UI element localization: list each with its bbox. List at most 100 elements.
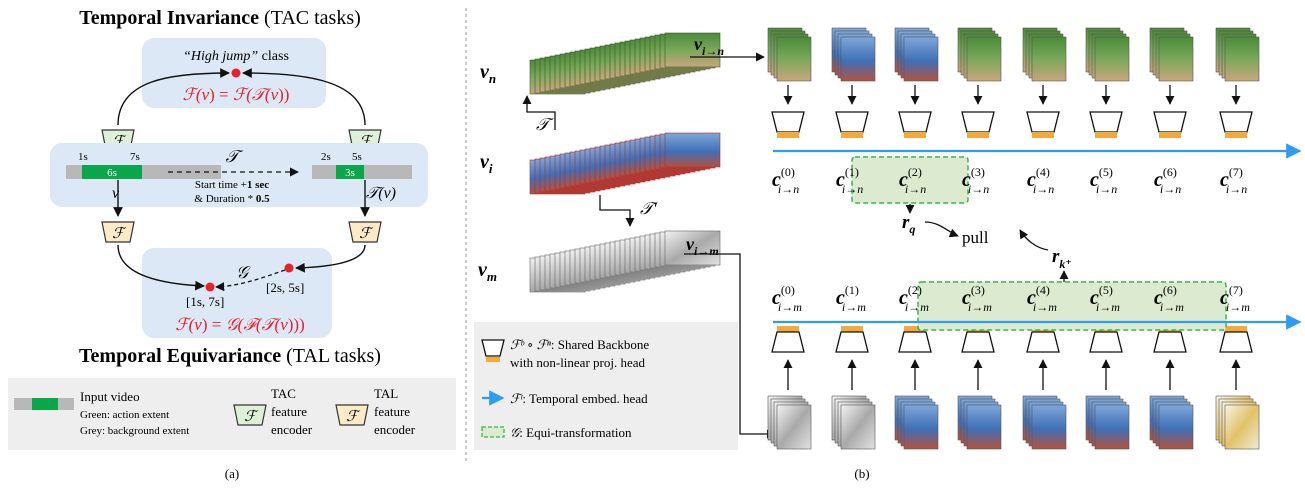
label-rk: rk⁺ — [1052, 246, 1072, 271]
arrow-tac-left-to-class — [117, 68, 230, 126]
legend-a — [8, 378, 456, 450]
c-label: c(3) i→n — [962, 165, 989, 196]
backbone-head-icon — [898, 326, 932, 353]
panel-a: Temporal Invariance (TAC tasks) “High ju… — [8, 7, 456, 481]
arrow-vi-to-vn — [522, 95, 556, 130]
c-label: c(6) i→m — [1154, 283, 1184, 314]
c-label: c(2) i→n — [899, 165, 926, 196]
c-label: c(7) i→n — [1220, 165, 1247, 196]
svg-text:ℱ: ℱ — [244, 409, 259, 425]
svg-text:TAL: TAL — [374, 386, 398, 401]
clip-thumbnail — [767, 395, 812, 450]
class-label: “High jump” class — [183, 49, 289, 64]
svg-text:ℱᵗ: Temporal embed. head: ℱᵗ: Temporal embed. head — [510, 391, 648, 406]
c-label: c(0) i→m — [772, 283, 802, 314]
backbone-head-icon — [1153, 111, 1187, 138]
clip-thumbnail — [1022, 395, 1067, 450]
backbone-head-icon — [961, 111, 995, 138]
clip-thumbnail — [1022, 27, 1067, 82]
c-labels-bottom: c(0) i→m c(1) i→m c(2) i→m c(3) i→m c(4) i→m c(5) i… — [772, 283, 1250, 314]
svg-text:𝒢: Equi-transformation: 𝒢: Equi-transformation — [510, 425, 632, 440]
backbone-head-icon — [835, 111, 869, 138]
legend-temporal-head: ℱᵗ: Temporal embed. head — [482, 390, 648, 406]
label-vi: vi — [480, 151, 493, 176]
svg-text:5s: 5s — [352, 151, 362, 163]
panel-b: vn vi vm 𝒯 𝒯′ vi→n vi→m — [474, 27, 1302, 481]
svg-text:Grey: background extent: Grey: background extent — [80, 425, 189, 437]
label-pull: pull — [962, 228, 989, 247]
c-label: c(1) i→n — [836, 165, 863, 196]
transform-text-1: Start time +1 sec — [195, 179, 269, 191]
equi-box-bottom — [917, 281, 1227, 331]
video-bar-right: 3s 2s 5s — [312, 151, 412, 179]
backbone-head-icon — [1219, 326, 1253, 353]
clip-thumbnail — [1149, 395, 1194, 450]
svg-text:ℱ: ℱ — [346, 409, 361, 425]
backbone-head-icon — [898, 111, 932, 138]
interval-point-left — [205, 282, 215, 292]
arrow-rk-pull — [1019, 229, 1049, 251]
svg-text:1s: 1s — [78, 151, 88, 163]
legend-equi-transform: 𝒢: Equi-transformation — [481, 425, 632, 440]
video-frame — [664, 132, 721, 168]
svg-text:ℱ: ℱ — [112, 226, 127, 242]
top-clip-row — [767, 27, 1260, 138]
backbone-head-icon — [771, 111, 805, 138]
legend-backbone: ℱᵇ ∘ ℱⁿ: Shared Backbone with non-linear… — [481, 337, 649, 370]
equivariance-equation: ℱ(v) = 𝒢(ℱ(𝒯(v))) — [175, 315, 305, 334]
clip-thumbnail — [1149, 27, 1194, 82]
input-panel — [50, 143, 428, 207]
c-label: c(2) i→m — [899, 283, 929, 314]
title-top: Temporal Invariance (TAC tasks) — [79, 7, 361, 29]
c-label: c(0) i→n — [772, 165, 799, 196]
label-T: 𝒯 — [536, 115, 554, 134]
video-stack-vi — [529, 132, 721, 195]
arrow-vm-to-clips — [684, 253, 776, 439]
clip-thumbnail — [831, 395, 876, 450]
svg-text:6s: 6s — [107, 167, 117, 179]
clip-thumbnail — [1085, 27, 1130, 82]
c-label: c(4) i→m — [1027, 283, 1057, 314]
c-label: c(7) i→m — [1220, 283, 1250, 314]
svg-text:Input video: Input video — [80, 389, 140, 404]
equi-box-top — [851, 156, 969, 204]
svg-text:with non-linear proj. head: with non-linear proj. head — [510, 355, 646, 370]
legend-tac-encoder: ℱ TAC feature encoder — [233, 386, 313, 437]
caption-b: (b) — [854, 466, 869, 481]
legend-b — [474, 322, 738, 450]
video-frame — [664, 230, 721, 266]
invariance-equation: ℱ(v) = ℱ(𝒯(v)) — [183, 85, 290, 104]
tv-label: 𝒯(v) — [366, 185, 396, 202]
arrow-tac-right-to-class — [242, 68, 366, 126]
svg-text:feature: feature — [374, 404, 410, 419]
label-vin: vi→n — [694, 34, 724, 58]
clip-thumbnail — [1215, 395, 1260, 450]
clip-thumbnail — [894, 395, 939, 450]
g-transform-arrow — [215, 269, 286, 292]
video-frame — [664, 32, 721, 68]
legend-input-video: Input video Green: action extent Grey: b… — [14, 389, 189, 437]
tal-encoder-left: ℱ — [101, 221, 135, 243]
label-rq: rq — [902, 212, 915, 236]
arrow-vi-to-vm — [599, 195, 635, 227]
svg-text:3s: 3s — [345, 167, 355, 179]
svg-text:ℱ: ℱ — [359, 226, 374, 242]
svg-text:encoder: encoder — [271, 422, 313, 437]
legend-tal-encoder: ℱ TAL feature encoder — [335, 386, 416, 437]
bottom-clip-row — [767, 326, 1260, 450]
clip-thumbnail — [1085, 395, 1130, 450]
label-vm: vm — [478, 259, 497, 284]
video-stack-vm — [529, 230, 721, 293]
v-label: v — [112, 185, 120, 202]
svg-text:feature: feature — [271, 404, 307, 419]
label-vn: vn — [480, 61, 496, 86]
g-label: 𝒢 — [236, 263, 251, 282]
clip-thumbnail — [957, 27, 1002, 82]
interval-left: [1s, 7s] — [186, 294, 224, 309]
c-label: c(1) i→m — [836, 283, 866, 314]
interval-right: [2s, 5s] — [266, 280, 304, 295]
video-bar-left: 6s 1s 7s — [66, 151, 221, 179]
title-bottom: Temporal Equivariance (TAL tasks) — [79, 345, 381, 367]
svg-text:7s: 7s — [130, 151, 140, 163]
